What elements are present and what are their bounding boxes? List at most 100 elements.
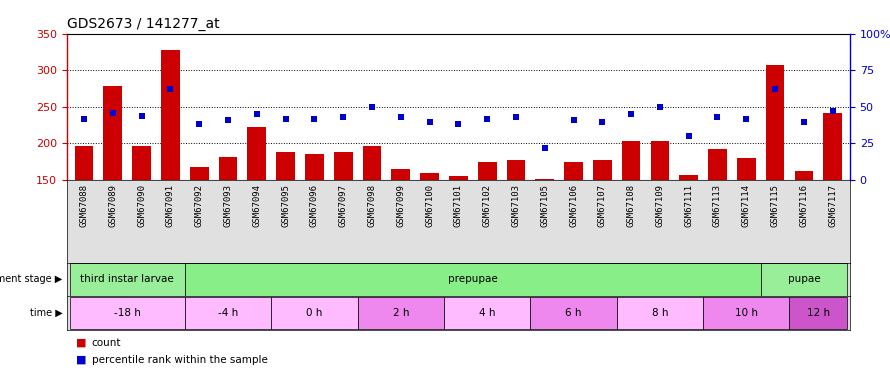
Bar [593,159,611,180]
Bar [358,297,444,329]
Text: GSM67102: GSM67102 [482,184,491,227]
Bar [651,141,669,180]
Text: GSM67097: GSM67097 [339,184,348,227]
Bar [789,297,847,329]
Text: GSM67105: GSM67105 [540,184,549,227]
Text: third instar larvae: third instar larvae [80,274,174,284]
Bar [765,65,784,180]
Point [451,122,465,128]
Text: prepupae: prepupae [448,274,498,284]
Text: -4 h: -4 h [218,308,239,318]
Point [740,116,754,122]
Text: GSM67108: GSM67108 [627,184,635,227]
Text: -18 h: -18 h [114,308,141,318]
Bar [617,297,703,329]
Text: 12 h: 12 h [806,308,829,318]
Bar [392,169,410,180]
Bar [69,297,185,329]
Bar [334,152,352,180]
Bar [161,50,180,180]
Text: development stage ▶: development stage ▶ [0,274,62,284]
Text: GSM67107: GSM67107 [598,184,607,227]
Point [624,111,638,117]
Text: ■: ■ [76,355,86,365]
Bar [703,297,789,329]
Point [106,110,120,116]
Point [480,116,494,122]
Text: percentile rank within the sample: percentile rank within the sample [92,355,268,365]
Bar [622,141,641,180]
Text: GSM67113: GSM67113 [713,184,722,227]
Point [768,86,782,92]
Bar [795,171,813,180]
Point [423,118,437,124]
Bar [564,162,583,180]
Point [566,117,580,123]
Bar [75,146,93,180]
Point [682,133,696,139]
Text: GSM67088: GSM67088 [79,184,88,227]
Text: GSM67099: GSM67099 [396,184,405,227]
Text: ■: ■ [76,338,86,348]
Text: GSM67090: GSM67090 [137,184,146,227]
Bar [737,158,756,180]
Bar [305,154,324,180]
Point [393,114,408,120]
Point [538,145,552,151]
Bar [506,159,525,180]
Bar [219,157,238,180]
Point [134,112,149,118]
Point [279,116,293,122]
Bar [185,263,761,296]
Text: 0 h: 0 h [306,308,322,318]
Bar [679,175,698,180]
Point [595,118,610,124]
Point [797,118,811,124]
Bar [420,172,439,180]
Text: GSM67117: GSM67117 [829,184,837,227]
Bar [276,152,295,180]
Text: GSM67111: GSM67111 [684,184,693,227]
Text: GSM67092: GSM67092 [195,184,204,227]
Point [710,114,724,120]
Bar [444,297,530,329]
Text: time ▶: time ▶ [29,308,62,318]
Bar [362,146,381,180]
Bar [185,297,271,329]
Text: GSM67095: GSM67095 [281,184,290,227]
Bar [247,128,266,180]
Bar [823,113,842,180]
Bar [449,176,468,180]
Text: 8 h: 8 h [651,308,668,318]
Point [509,114,523,120]
Text: GSM67109: GSM67109 [655,184,665,227]
Text: GSM67106: GSM67106 [569,184,578,227]
Bar [536,178,554,180]
Text: GSM67116: GSM67116 [799,184,808,227]
Text: 10 h: 10 h [735,308,757,318]
Text: 6 h: 6 h [565,308,582,318]
Text: GSM67098: GSM67098 [368,184,376,227]
Bar [530,297,617,329]
Text: pupae: pupae [788,274,821,284]
Point [77,116,91,122]
Text: GSM67103: GSM67103 [512,184,521,227]
Point [652,104,667,110]
Bar [708,149,727,180]
Text: GSM67100: GSM67100 [425,184,434,227]
Bar [271,297,358,329]
Text: GDS2673 / 141277_at: GDS2673 / 141277_at [67,17,219,32]
Point [307,116,321,122]
Text: count: count [92,338,121,348]
Point [336,114,351,120]
Point [192,122,206,128]
Text: GSM67091: GSM67091 [166,184,175,227]
Bar [478,162,497,180]
Point [250,111,264,117]
Text: 2 h: 2 h [392,308,409,318]
Point [221,117,235,123]
Text: GSM67114: GSM67114 [741,184,751,227]
Text: GSM67093: GSM67093 [223,184,232,227]
Bar [190,167,208,180]
Text: GSM67096: GSM67096 [310,184,319,227]
